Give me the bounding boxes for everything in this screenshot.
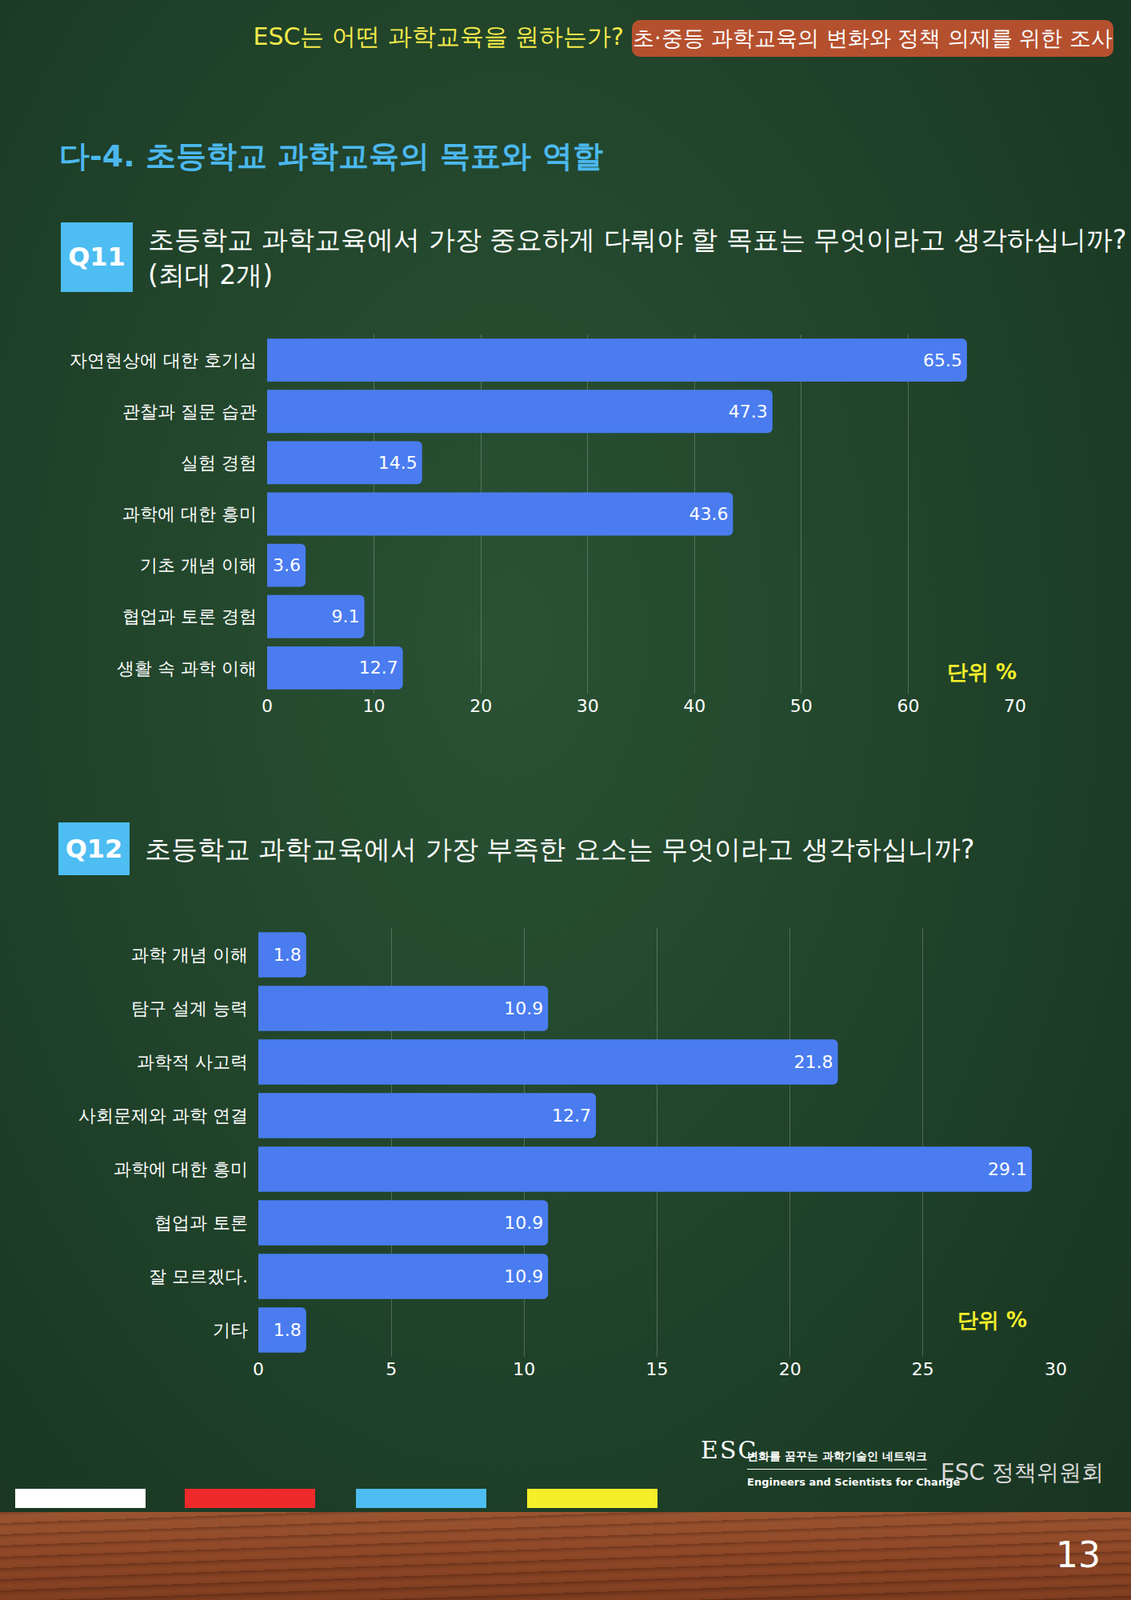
html-text:Engineers and Scientists for C: Engineers and Scientists for Change	[747, 1475, 961, 1488]
svg-text:25: 25	[911, 1358, 935, 1379]
html-text:ESC는 어떤 과학교육을 원하는가? 초·중등 과학교육의: ESC는 어떤 과학교육을 원하는가? 초·중등 과학교육의 변화와 정책 의제…	[253, 22, 1113, 51]
html-text:다-4. 초등학교 과학교육의 목표와 역할: 다-4. 초등학교 과학교육의 목표와 역할	[59, 138, 603, 174]
html-text:초등학교 과학교육에서 가장 중요하게 다뤄야 할 목표는: 초등학교 과학교육에서 가장 중요하게 다뤄야 할 목표는 무엇이라고 생각하십…	[147, 223, 1127, 256]
svg-text:10.9: 10.9	[503, 998, 544, 1019]
html-text:Q12: Q12	[65, 833, 123, 864]
svg-text:0: 0	[252, 1358, 264, 1379]
svg-text:60: 60	[896, 695, 920, 716]
svg-text:10: 10	[512, 1358, 536, 1379]
svg-text:자연현상에 대한 호기심: 자연현상에 대한 호기심	[69, 350, 257, 371]
svg-text:과학에 대한 흥미: 과학에 대한 흥미	[113, 1158, 248, 1179]
svg-text:10: 10	[363, 695, 386, 716]
svg-text:20: 20	[779, 1358, 802, 1379]
svg-text:29.1: 29.1	[987, 1158, 1028, 1179]
svg-text:단위 %: 단위 %	[957, 1307, 1028, 1332]
html-text:13: 13	[1055, 1534, 1101, 1575]
html-text:(최대 2개): (최대 2개)	[147, 259, 273, 291]
svg-text:43.6: 43.6	[688, 503, 728, 524]
svg-text:10.9: 10.9	[503, 1212, 544, 1233]
svg-text:0: 0	[261, 695, 273, 716]
svg-text:협업과 토론: 협업과 토론	[154, 1212, 248, 1233]
svg-text:단위 %: 단위 %	[947, 659, 1017, 684]
svg-text:1.8: 1.8	[273, 1319, 302, 1340]
svg-text:20: 20	[469, 695, 492, 716]
svg-text:기타: 기타	[212, 1319, 248, 1340]
svg-text:1.8: 1.8	[273, 944, 302, 965]
svg-text:3.6: 3.6	[272, 555, 301, 576]
svg-text:과학적 사고력: 과학적 사고력	[136, 1051, 248, 1072]
svg-text:실험 경험: 실험 경험	[180, 452, 257, 473]
html-text:변화를 꿈꾸는 과학기술인 네트워크: 변화를 꿈꾸는 과학기술인 네트워크	[747, 1449, 927, 1463]
svg-text:탐구 설계 능력: 탐구 설계 능력	[131, 998, 248, 1019]
svg-text:협업과 토론 경험: 협업과 토론 경험	[122, 606, 257, 627]
svg-text:50: 50	[790, 695, 813, 716]
svg-text:5: 5	[385, 1358, 397, 1379]
svg-text:30: 30	[1044, 1358, 1068, 1379]
svg-text:40: 40	[683, 695, 706, 716]
svg-text:12.7: 12.7	[551, 1105, 592, 1126]
svg-text:12.7: 12.7	[359, 657, 399, 678]
svg-text:과학에 대한 흥미: 과학에 대한 흥미	[122, 503, 257, 524]
svg-text:10.9: 10.9	[503, 1266, 544, 1287]
svg-text:30: 30	[576, 695, 600, 716]
svg-text:47.3: 47.3	[728, 401, 768, 422]
svg-text:14.5: 14.5	[378, 452, 418, 473]
html-text:초등학교 과학교육에서 가장 부족한 요소는 무엇이라고 생: 초등학교 과학교육에서 가장 부족한 요소는 무엇이라고 생각하십니까?	[144, 833, 975, 865]
svg-text:과학 개념 이해: 과학 개념 이해	[131, 944, 248, 965]
svg-text:생활 속 과학 이해: 생활 속 과학 이해	[116, 658, 257, 679]
svg-text:사회문제와 과학 연결: 사회문제와 과학 연결	[78, 1105, 248, 1126]
svg-text:21.8: 21.8	[794, 1051, 834, 1072]
html-text:ESC 정책위원회: ESC 정책위원회	[940, 1458, 1104, 1486]
svg-text:70: 70	[1003, 695, 1027, 716]
html-text:Q11: Q11	[68, 241, 126, 272]
svg-text:관찰과 질문 습관: 관찰과 질문 습관	[122, 401, 257, 422]
svg-text:기초 개념 이해: 기초 개념 이해	[139, 555, 257, 576]
html-text:ESC: ESC	[700, 1435, 758, 1464]
svg-text:65.5: 65.5	[923, 350, 963, 371]
svg-text:9.1: 9.1	[331, 606, 360, 627]
svg-text:잘 모르겠다.: 잘 모르겠다.	[148, 1266, 248, 1287]
svg-text:15: 15	[646, 1358, 669, 1379]
